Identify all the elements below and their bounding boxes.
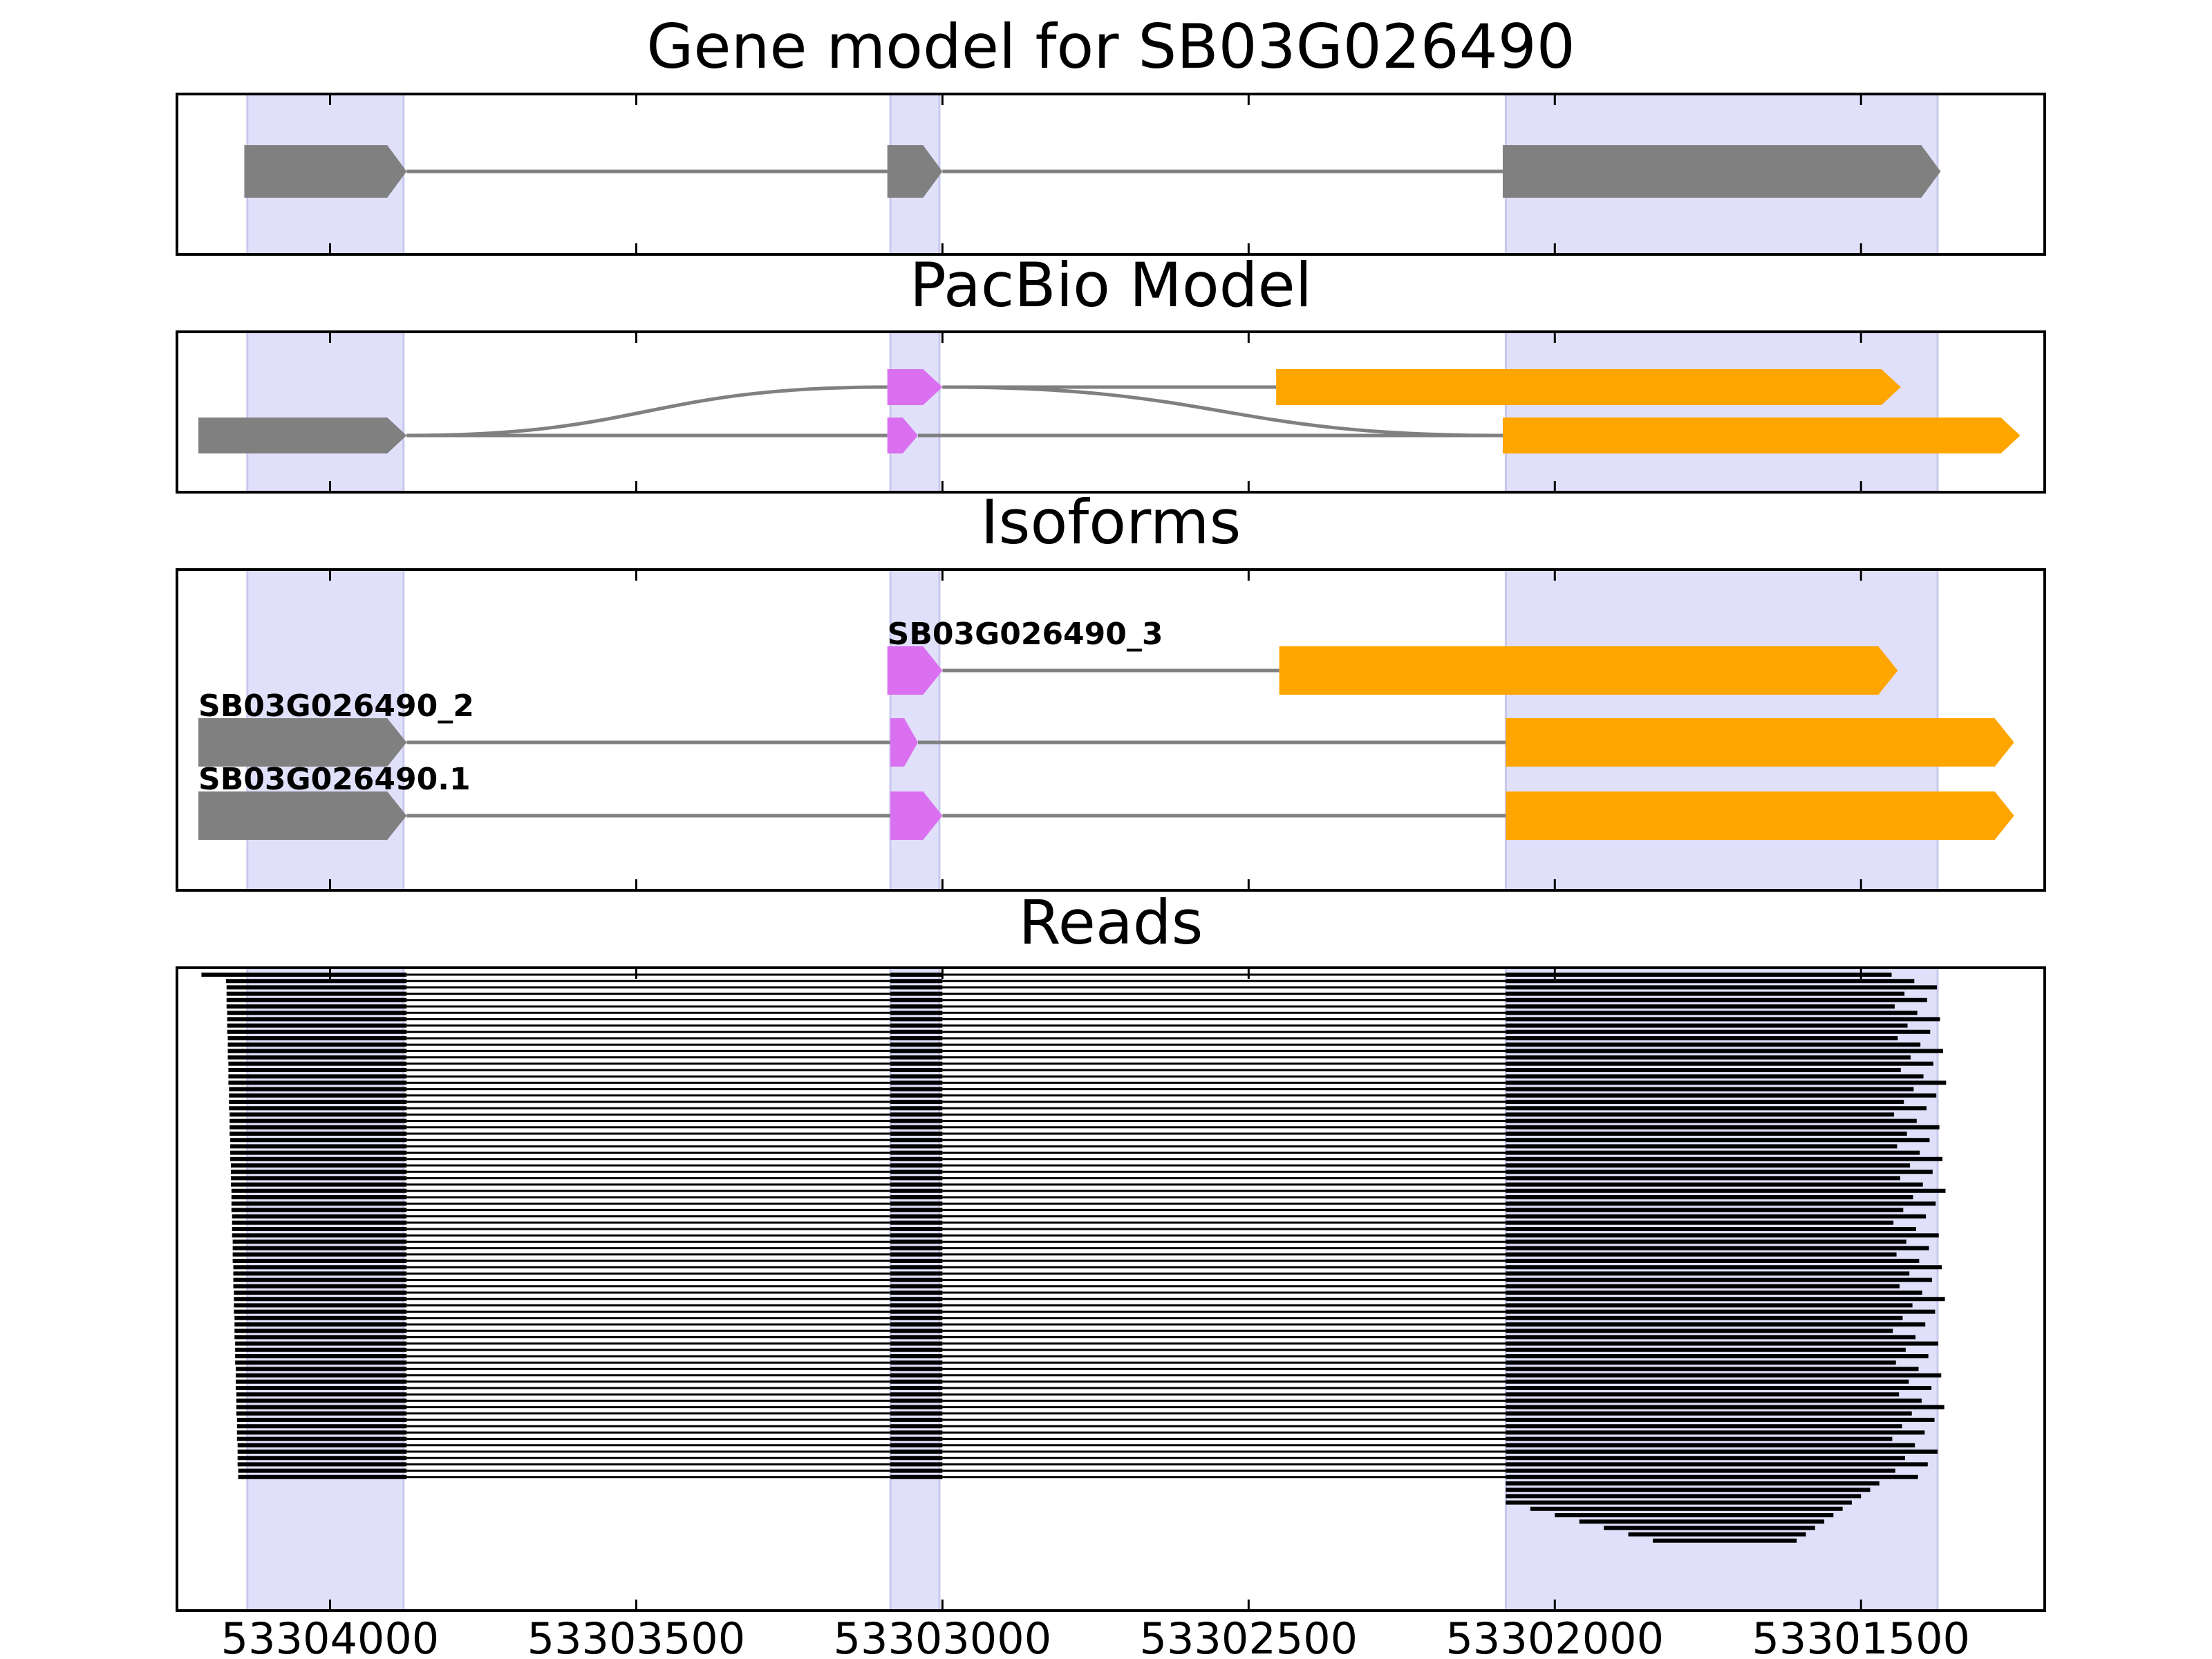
exon-block xyxy=(890,791,943,840)
panel-title: Gene model for SB03G026490 xyxy=(646,11,1575,82)
exon-block xyxy=(244,145,407,198)
exon-highlight-band xyxy=(246,330,405,494)
x-tick-label: 53301500 xyxy=(1752,1613,1970,1659)
exon-block xyxy=(1502,145,1941,198)
isoforms-panel: Isoforms SB03G026490_3 SB03G026490_2 SB03G0… xyxy=(176,487,2046,892)
panel-frame xyxy=(176,568,2046,892)
exon-highlight-band xyxy=(889,330,941,494)
x-axis: 53304000 53303500 53303000 53302500 53302000… xyxy=(221,1613,1970,1659)
exon-block xyxy=(198,418,407,453)
pacbio-model-panel: PacBio Model xyxy=(176,250,2046,494)
exon-block xyxy=(1506,718,2014,767)
isoform-label: SB03G026490.1 xyxy=(198,762,471,797)
x-tick-label: 53302500 xyxy=(1140,1613,1358,1659)
exon-block xyxy=(1506,791,2014,840)
exon-block xyxy=(887,145,943,198)
exon-block xyxy=(890,718,918,767)
panel-title: PacBio Model xyxy=(910,250,1312,321)
panel-frame xyxy=(176,966,2046,1612)
splice-curve xyxy=(406,385,888,438)
exon-block xyxy=(1276,369,1901,405)
exon-block xyxy=(1502,418,2021,453)
reads-panel: Reads xyxy=(176,887,2046,1612)
exon-block xyxy=(887,418,918,453)
exon-block xyxy=(887,646,943,695)
x-tick-label: 53303000 xyxy=(834,1613,1052,1659)
panel-frame xyxy=(176,93,2046,256)
exon-block xyxy=(198,791,407,840)
panel-frame xyxy=(176,330,2046,494)
exon-block xyxy=(198,718,407,767)
exon-block xyxy=(887,369,943,405)
isoform-label: SB03G026490_2 xyxy=(198,688,474,724)
splice-curve xyxy=(942,385,1503,438)
x-tick-label: 53303500 xyxy=(527,1613,746,1659)
exon-block xyxy=(1279,646,1898,695)
panel-title: Reads xyxy=(1019,887,1203,958)
x-tick-label: 53304000 xyxy=(221,1613,440,1659)
gene-model-panel: Gene model for SB03G026490 xyxy=(176,11,2046,256)
isoform-label: SB03G026490_3 xyxy=(888,617,1163,652)
exon-highlight-band xyxy=(1504,330,1939,494)
panel-title: Isoforms xyxy=(981,487,1241,558)
x-tick-label: 53302000 xyxy=(1445,1613,1664,1659)
